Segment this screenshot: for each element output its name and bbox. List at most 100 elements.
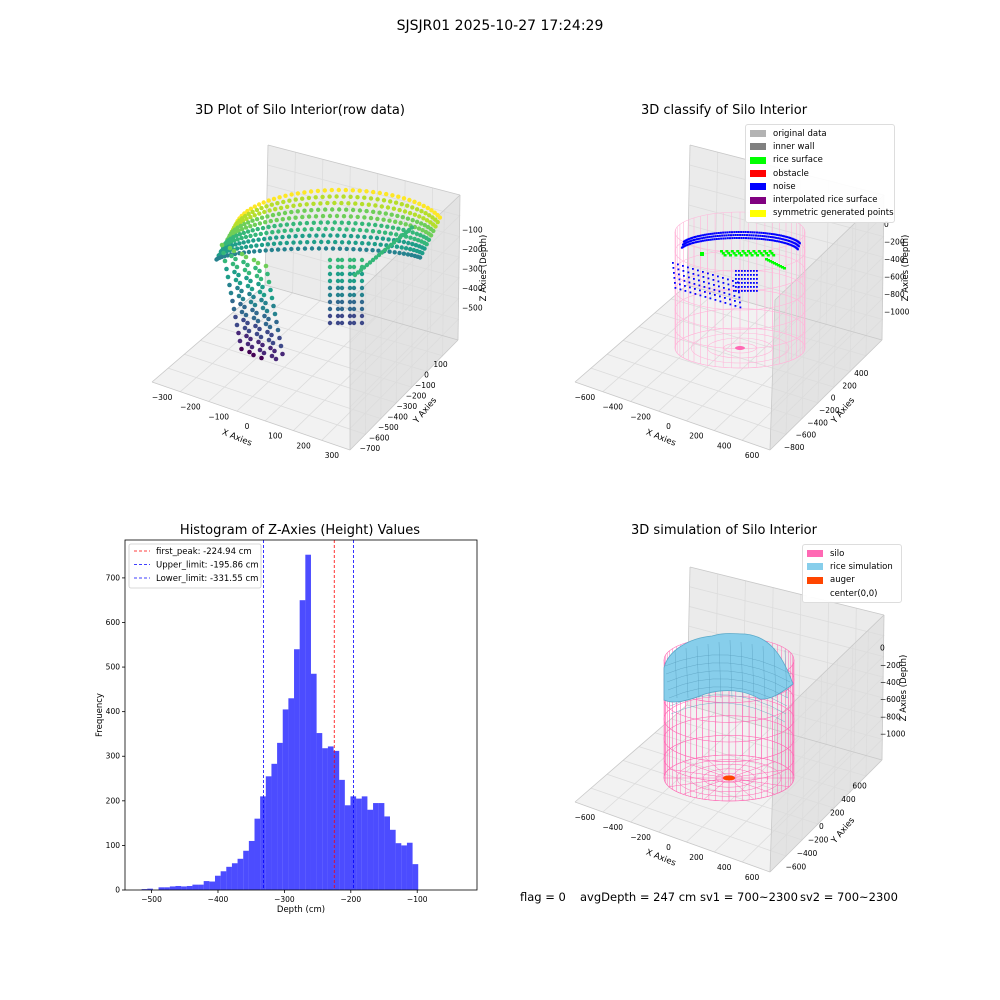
raw-point [275,201,280,206]
classify-noise-point [774,239,777,242]
classify-noise-point [715,232,718,235]
classify-noise-point [673,277,676,279]
classify-noise-point [720,237,723,240]
classify-noise-point [684,290,687,292]
classify-noise-point [775,236,778,239]
classify-noise-point [741,282,743,284]
classify-noise-point [698,234,701,237]
classify-noise-point [698,284,701,287]
raw-point [251,238,256,243]
simulation-z-axis-label: Z Axies (Depth) [899,655,909,722]
simulation-y-axis-label: Y Axies [829,815,857,846]
raw-point [339,200,344,206]
classify-noise-point [683,280,686,282]
simulation-z-tick: −200 [880,661,901,670]
classify-noise-point [779,240,782,243]
histogram-x-axis-label: Depth (cm) [277,905,325,915]
raw-point [330,226,335,232]
classify-noise-point [741,286,743,288]
raw-point [386,237,391,242]
classify-noise-point [674,282,676,284]
raw-point [268,345,273,351]
classify-noise-point [732,280,734,282]
raw-point [420,250,425,256]
histogram-bar [192,884,199,890]
classify-noise-point [704,291,706,293]
classify-noise-point [763,235,766,238]
raw-point [390,225,396,230]
classify-noise-point [746,234,748,237]
classify-noise-point [735,270,737,272]
raw-point [302,190,307,195]
classify-noise-point [739,306,742,309]
raw-y-tick: −700 [360,444,381,453]
raw-point [357,188,362,193]
classify-noise-point [766,232,769,235]
classify-noise-point [747,278,749,280]
raw-point [355,270,361,275]
classify-noise-point [773,236,776,239]
histogram-bar [226,866,232,890]
raw-point [307,233,312,238]
classify-noise-point [692,273,695,275]
raw-y-tick: −100 [415,381,436,390]
classify-noise-point [757,234,760,237]
classify-noise-point [782,241,785,244]
raw-point [259,297,264,303]
histogram-bar [378,803,385,890]
classify-x-tick: 600 [745,451,760,460]
raw-z-tick: −500 [462,303,483,312]
simulation-rice-mesh [740,641,744,699]
raw-point [416,226,422,231]
simulation-z-tick: −400 [880,678,901,687]
classify-noise-point [731,237,734,240]
classify-noise-point [747,282,749,284]
classify-noise-point [777,240,780,243]
classify-noise-point [705,233,708,236]
classify-noise-point [733,237,736,239]
raw-point [359,278,365,284]
classify-noise-point [780,237,783,240]
raw-point [437,215,443,220]
raw-z-tick: −300 [462,265,483,274]
raw-point [401,196,407,201]
raw-point [417,201,422,206]
classify-noise-point [761,235,764,237]
classify-noise-point [785,239,788,242]
classify-noise-point [712,279,715,281]
raw-point [313,195,318,200]
simulation-box-edge [574,801,771,873]
raw-point [409,252,414,258]
raw-point [304,202,309,207]
classify-noise-point [777,237,780,240]
classify-noise-point [709,297,712,300]
classify-y-tick: −600 [796,431,817,440]
classify-noise-point [783,235,786,238]
classify-noise-point [750,278,752,280]
figure-title: SJSJR01 2025-10-27 17:24:29 [396,18,604,34]
histogram-bar [322,748,328,890]
raw-point [308,189,314,194]
raw-point [263,263,269,269]
classify-rice-point [772,254,776,257]
raw-point [332,200,337,206]
raw-point [233,256,238,262]
simulation-floor-spoke [668,777,730,788]
classify-noise-point [719,300,722,303]
raw-z-tick: −400 [462,284,483,293]
raw-point [265,271,270,277]
raw-point [270,230,275,235]
classify-noise-point [788,239,790,242]
classify-legend-label: noise [773,181,796,192]
raw-point [262,313,267,319]
raw-point [347,271,353,277]
raw-point [414,219,420,224]
classify-noise-point [752,234,755,237]
raw-point [420,228,425,233]
classify-floor-ring [690,332,790,364]
histogram-y-tick-label: 0 [115,886,120,895]
raw-point [276,211,282,217]
raw-point [336,187,341,193]
classify-noise-point [698,240,701,243]
raw-point [377,190,382,196]
